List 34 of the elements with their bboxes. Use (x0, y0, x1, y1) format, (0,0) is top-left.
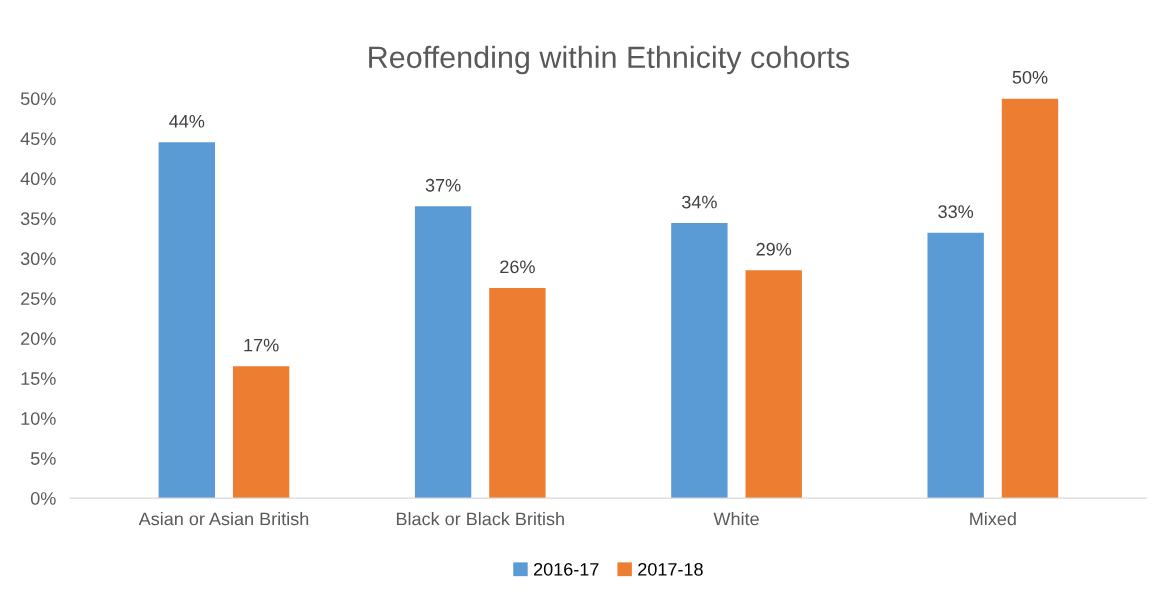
bar (1001, 98, 1059, 499)
y-tick-label: 40% (20, 172, 56, 186)
x-tick-label: White (713, 512, 759, 526)
x-tick-label: Black or Black British (396, 512, 564, 526)
legend-label: 2016-17 (534, 562, 599, 576)
bar (671, 223, 728, 499)
y-tick-label: 35% (20, 212, 56, 226)
data-label: 17% (244, 338, 279, 352)
x-tick-label: Mixed (970, 512, 1016, 526)
y-tick-label: 20% (21, 332, 56, 345)
bar (489, 287, 546, 499)
y-tick-label: 5% (30, 452, 56, 465)
data-label: 29% (756, 242, 792, 256)
bar (745, 270, 802, 499)
data-label: 34% (682, 195, 717, 209)
y-tick-label: 10% (21, 412, 56, 425)
y-tick-label: 15% (21, 372, 56, 385)
legend-label: 2017-18 (638, 562, 703, 576)
bar (158, 142, 215, 499)
chart-title: Reoffending within Ethnicity cohorts (369, 45, 850, 75)
y-tick-label: 45% (20, 132, 56, 146)
data-label: 37% (425, 178, 461, 192)
data-label: 44% (169, 114, 205, 128)
data-label: 33% (938, 205, 974, 219)
x-tick-label: Asian or Asian British (138, 512, 309, 526)
data-label: 50% (1012, 70, 1048, 84)
y-tick-label: 30% (20, 252, 56, 266)
bar (927, 232, 984, 499)
data-label: 26% (500, 260, 535, 274)
y-tick-label: 25% (21, 292, 56, 305)
bar (414, 206, 472, 499)
bar (232, 366, 290, 499)
y-tick-label: 50% (20, 92, 56, 106)
y-tick-label: 0% (30, 492, 56, 505)
